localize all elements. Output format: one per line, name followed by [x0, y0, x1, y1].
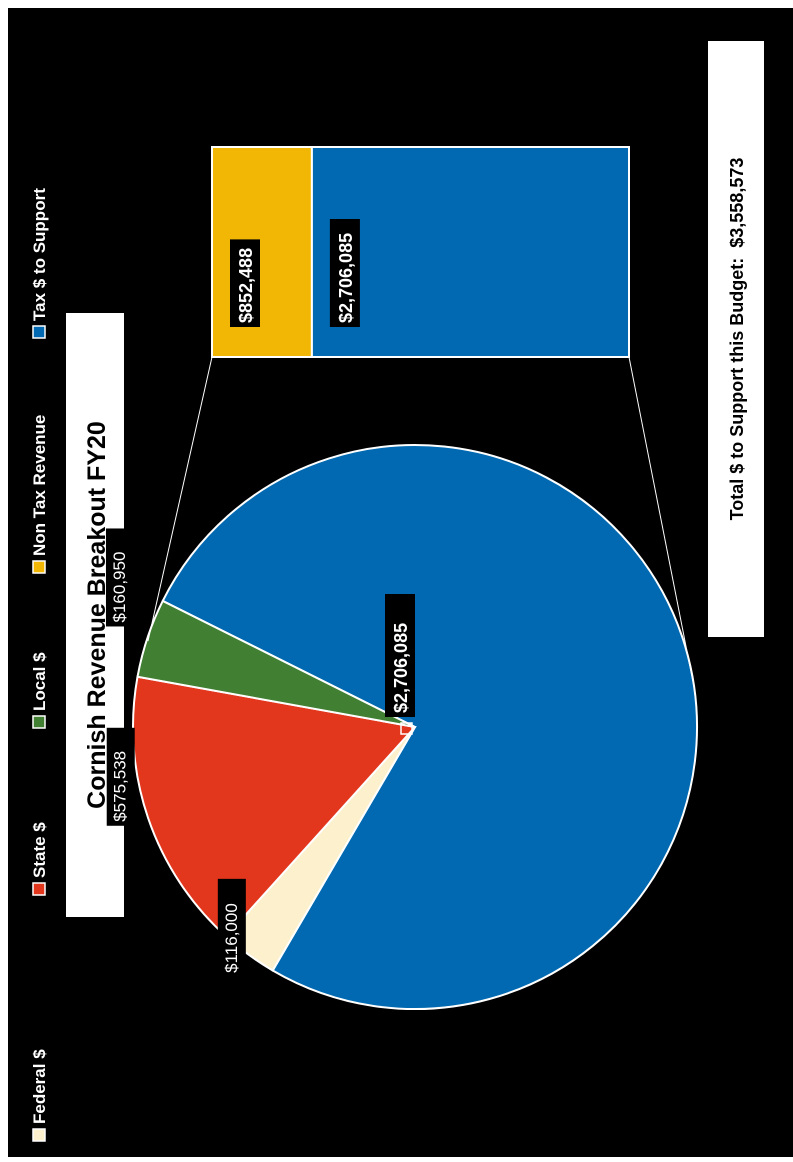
chart-legend: Federal $ State $ Local $ Non Tax Revenue Ta…	[30, 188, 49, 1142]
legend-label: Non Tax Revenue	[30, 415, 49, 556]
breakout-connectors	[147, 356, 695, 688]
pie-slice-tax-to-support	[161, 444, 698, 1010]
legend-item-local: Local $	[30, 652, 49, 729]
total-text: Total $ to Support this Budget: $3,558,5…	[727, 158, 747, 521]
bar-segment-tax-to-support: $2,706,085	[310, 146, 630, 358]
bar-data-label: $852,488	[230, 239, 260, 327]
legend-swatch	[32, 715, 46, 729]
pie-chart: $2,706,085 $116,000 $575,538 $160,950	[105, 444, 698, 1010]
pie-label-local: $160,950	[105, 528, 134, 627]
legend-swatch	[32, 1128, 46, 1142]
pie-data-label: $2,706,085	[391, 623, 411, 713]
pie-slice-state	[132, 675, 417, 938]
legend-label: Local $	[30, 652, 49, 711]
breakout-bar: $852,488 $2,706,085	[211, 146, 630, 358]
legend-swatch	[32, 325, 46, 339]
total-box: Total $ to Support this Budget: $3,558,5…	[708, 41, 764, 637]
pie-data-label: $575,538	[111, 751, 130, 822]
legend-item-non-tax-revenue: Non Tax Revenue	[30, 415, 49, 574]
legend-item-state: State $	[30, 822, 49, 896]
connector-line-top	[147, 356, 213, 642]
pie-data-label: $116,000	[222, 903, 241, 973]
legend-item-tax-to-support: Tax $ to Support	[30, 188, 49, 339]
svg-text:$2,706,085: $2,706,085	[336, 233, 356, 323]
svg-text:$852,488: $852,488	[236, 248, 256, 323]
legend-label: State $	[30, 822, 49, 878]
legend-label: Federal $	[30, 1049, 49, 1124]
legend-item-federal: Federal $	[30, 1049, 49, 1142]
legend-label: Tax $ to Support	[30, 188, 49, 321]
bar-data-label: $2,706,085	[329, 219, 360, 327]
pie-slice-local	[136, 599, 416, 728]
legend-swatch	[32, 560, 46, 574]
legend-swatch	[32, 882, 46, 896]
pie-label-tax-to-support: $2,706,085	[385, 594, 415, 735]
pie-label-state: $575,538	[106, 727, 135, 826]
pie-label-federal: $116,000	[217, 878, 246, 977]
pie-data-label: $160,950	[110, 552, 129, 623]
bar-segment-non-tax-revenue: $852,488	[211, 146, 313, 358]
connector-line-bottom	[628, 356, 695, 688]
